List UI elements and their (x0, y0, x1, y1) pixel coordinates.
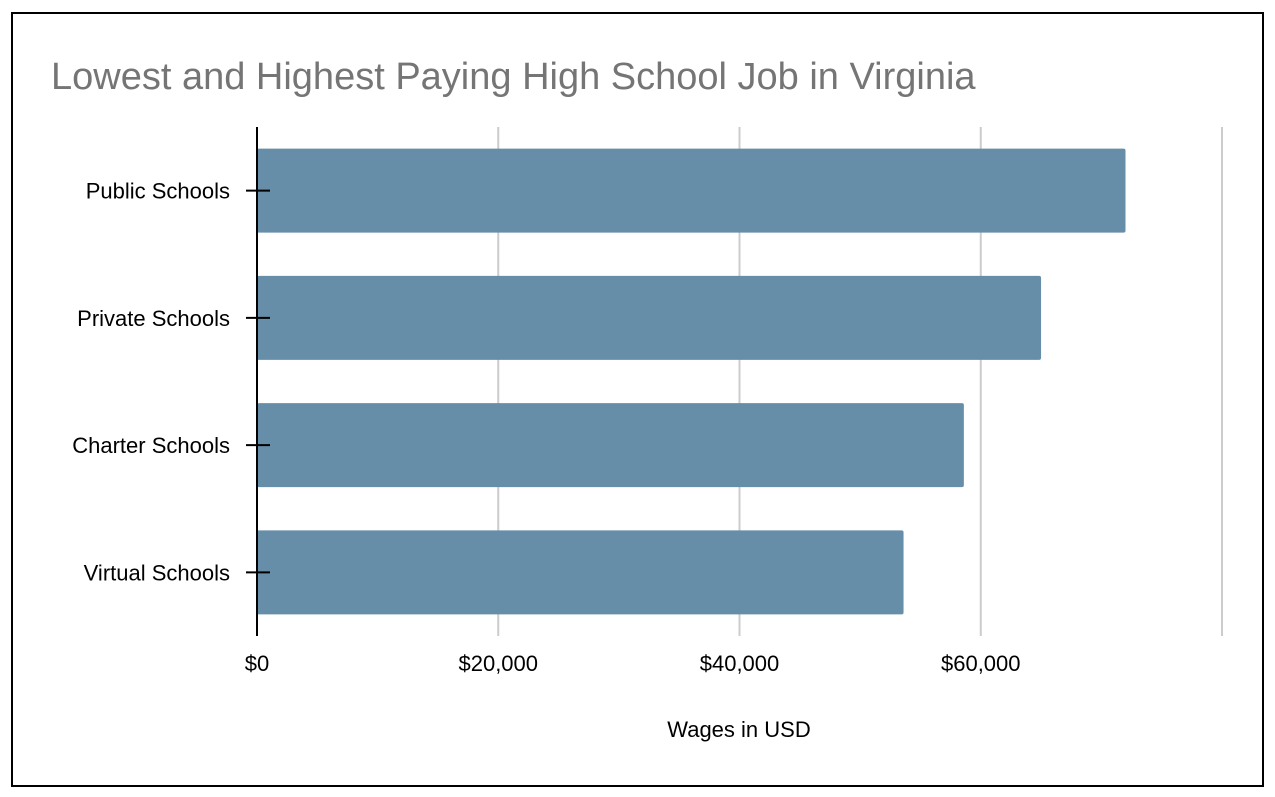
x-tick-label: $20,000 (458, 651, 538, 676)
x-tick-label: $40,000 (700, 651, 780, 676)
bar-charter-schools (257, 403, 964, 488)
y-tick-label: Public Schools (86, 179, 230, 204)
y-tick-label: Virtual Schools (84, 560, 230, 585)
x-tick-label: $60,000 (941, 651, 1021, 676)
y-tick-label: Private Schools (77, 306, 230, 331)
x-tick-label: $0 (245, 651, 269, 676)
tick-labels: Public Schools Private Schools Charter Sch… (72, 179, 1020, 676)
bars (257, 148, 1126, 615)
x-axis-title: Wages in USD (667, 717, 810, 742)
y-tick-label: Charter Schools (72, 433, 230, 458)
bar-virtual-schools (257, 530, 904, 615)
bar-private-schools (257, 275, 1042, 360)
axes (246, 127, 270, 636)
bar-public-schools (257, 148, 1126, 233)
chart-title: Lowest and Highest Paying High School Jo… (51, 56, 976, 98)
chart-frame (11, 12, 1264, 787)
